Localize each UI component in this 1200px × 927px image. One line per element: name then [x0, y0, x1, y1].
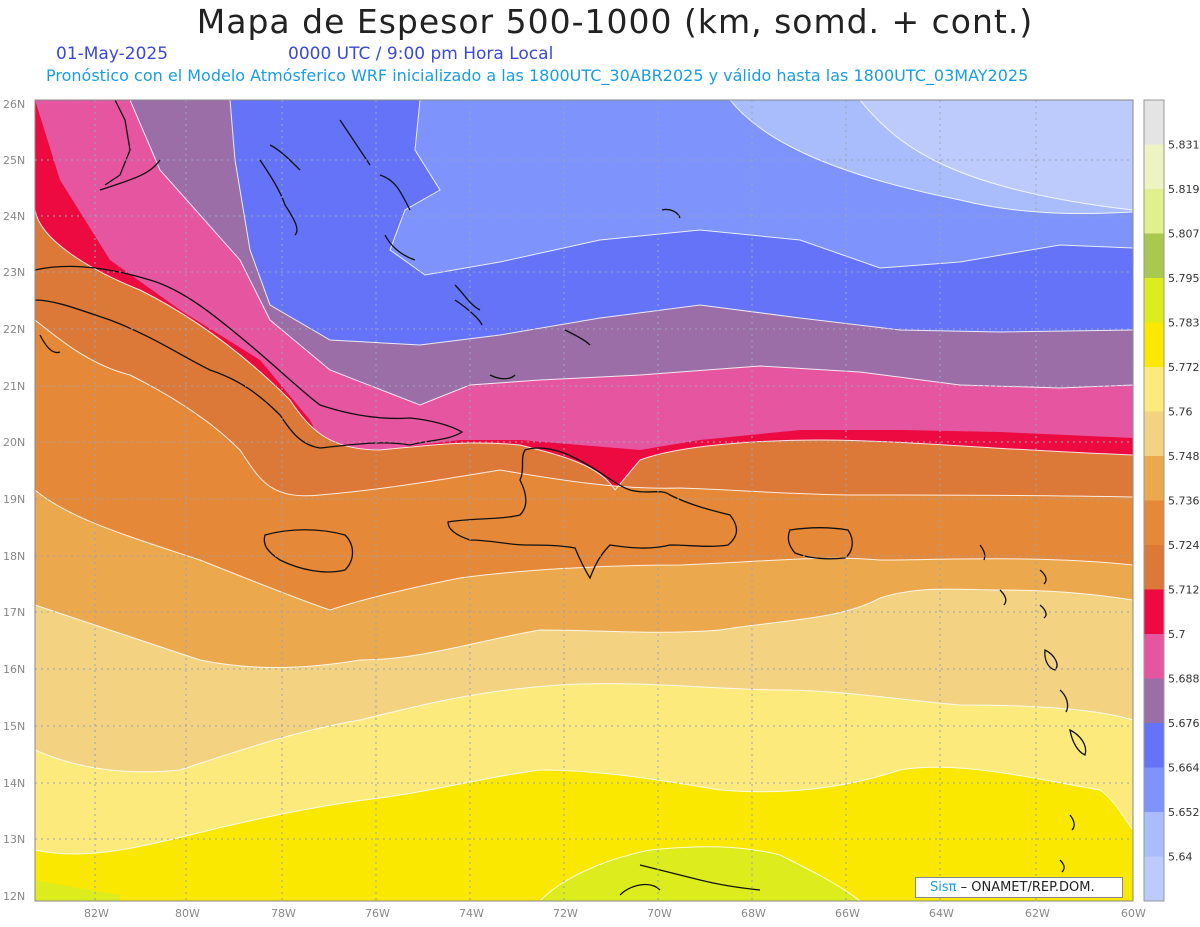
colorbar-swatch: [1144, 812, 1164, 857]
colorbar-label: 5.831: [1168, 139, 1200, 152]
lon-label: 64W: [929, 907, 954, 920]
lat-label: 20N: [3, 436, 25, 449]
lon-label: 80W: [175, 907, 200, 920]
colorbar-swatch: [1144, 322, 1164, 368]
colorbar-swatch: [1144, 856, 1164, 902]
sis-logo: Sisπ: [930, 880, 957, 895]
model-subtitle: Pronóstico con el Modelo Atmósferico WRF…: [46, 66, 1029, 85]
lat-label: 19N: [3, 493, 25, 506]
colorbar-label: 5.819: [1168, 183, 1200, 196]
longitude-labels: 82W 80W 78W 76W 74W 72W 70W 68W 66W 64W …: [84, 907, 1146, 920]
colorbar-swatch: [1144, 411, 1164, 457]
lon-label: 60W: [1121, 907, 1146, 920]
lat-label: 21N: [3, 380, 25, 393]
colorbar-swatch: [1144, 144, 1164, 190]
colorbar: 5.831 5.819 5.807 5.795 5.783 5.772 5.76 5.748 5…: [1143, 99, 1200, 902]
lon-label: 68W: [741, 907, 766, 920]
logo-box: Sisπ – ONAMET/REP.DOM.: [915, 877, 1123, 898]
lat-label: 12N: [3, 890, 25, 903]
lon-label: 82W: [84, 907, 109, 920]
lat-label: 26N: [3, 98, 25, 111]
colorbar-swatch: [1144, 233, 1164, 279]
lon-label: 70W: [647, 907, 672, 920]
colorbar-label: 5.652: [1168, 806, 1200, 819]
colorbar-swatch: [1144, 278, 1164, 323]
lat-label: 17N: [3, 606, 25, 619]
lat-label: 18N: [3, 550, 25, 563]
lon-label: 66W: [835, 907, 860, 920]
colorbar-label: 5.724: [1168, 539, 1200, 552]
colorbar-label: 5.688: [1168, 673, 1200, 686]
lon-label: 72W: [553, 907, 578, 920]
lat-label: 14N: [3, 777, 25, 790]
colorbar-label: 5.807: [1168, 228, 1200, 241]
colorbar-label: 5.772: [1168, 361, 1200, 374]
colorbar-swatch: [1144, 767, 1164, 813]
colorbar-label: 5.783: [1168, 317, 1200, 330]
colorbar-swatch: [1144, 678, 1164, 724]
forecast-time: 0000 UTC / 9:00 pm Hora Local: [288, 44, 554, 64]
colorbar-swatch: [1144, 589, 1164, 635]
coastlines: [35, 100, 1087, 896]
colorbar-label: 5.76: [1168, 406, 1193, 419]
lat-label: 25N: [3, 154, 25, 167]
org-label: – ONAMET/REP.DOM.: [960, 880, 1095, 895]
colorbar-swatch: [1144, 100, 1164, 145]
colorbar-label: 5.736: [1168, 495, 1200, 508]
colorbar-swatch: [1144, 456, 1164, 501]
colorbar-label: 5.7: [1168, 628, 1186, 641]
lat-label: 24N: [3, 210, 25, 223]
colorbar-label: 5.748: [1168, 450, 1200, 463]
lat-label: 15N: [3, 720, 25, 733]
colorbar-frame: [1143, 99, 1165, 902]
colorbar-swatch: [1144, 545, 1164, 590]
colorbar-swatch: [1144, 189, 1164, 234]
contour-fill: [35, 100, 1133, 901]
colorbar-label: 5.712: [1168, 584, 1200, 597]
colorbar-swatch: [1144, 500, 1164, 546]
lon-label: 78W: [271, 907, 296, 920]
colorbar-label: 5.64: [1168, 851, 1193, 864]
lat-label: 13N: [3, 833, 25, 846]
map-frame: [34, 99, 1134, 902]
graticule: [35, 100, 1133, 901]
lon-label: 74W: [459, 907, 484, 920]
lon-label: 62W: [1025, 907, 1050, 920]
colorbar-swatch: [1144, 723, 1164, 768]
latitude-labels: 26N 25N 24N 23N 22N 21N 20N 19N 18N 17N …: [3, 98, 25, 903]
colorbar-label: 5.664: [1168, 762, 1200, 775]
lat-label: 22N: [3, 323, 25, 336]
map-title: Mapa de Espesor 500-1000 (km, somd. + co…: [196, 2, 1034, 41]
forecast-date: 01-May-2025: [56, 44, 169, 64]
lat-label: 23N: [3, 266, 25, 279]
lat-label: 16N: [3, 663, 25, 676]
colorbar-label: 5.795: [1168, 272, 1200, 285]
lon-label: 76W: [365, 907, 390, 920]
colorbar-swatch: [1144, 367, 1164, 412]
contour-lines: [35, 100, 1133, 901]
colorbar-label: 5.676: [1168, 717, 1200, 730]
colorbar-swatch: [1144, 634, 1164, 679]
